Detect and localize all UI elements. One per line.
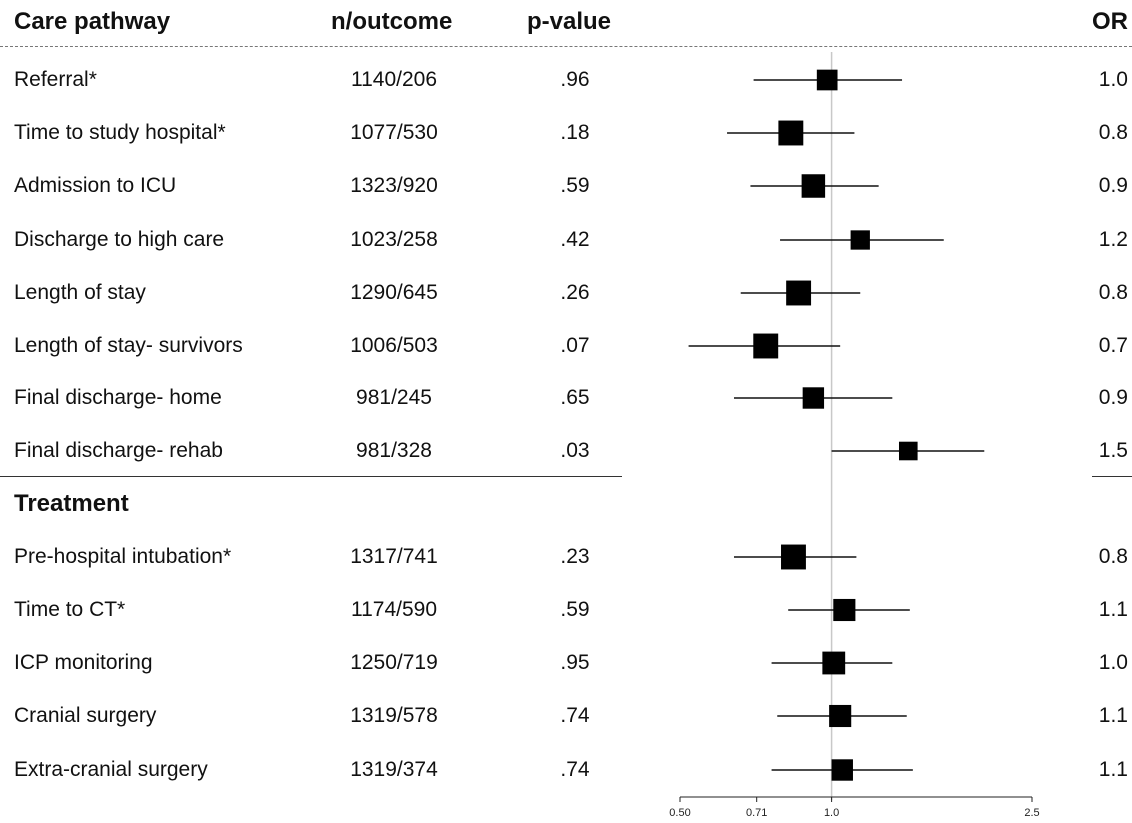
- point-estimate: [802, 387, 825, 409]
- table-row: Discharge to high care 1023/258 .42: [0, 220, 640, 260]
- point-estimate: [781, 544, 806, 570]
- point-estimate: [898, 441, 918, 461]
- point-estimate: [833, 598, 856, 622]
- row-label: Length of stay: [14, 281, 146, 304]
- header-care-pathway: Care pathway: [14, 8, 171, 35]
- row-or-value: 0.8: [1098, 121, 1128, 144]
- row-or-value: 0.9: [1098, 386, 1128, 409]
- row-n-outcome: 981/328: [356, 439, 432, 462]
- row-p-value: .95: [560, 651, 590, 674]
- row-label: Time to CT*: [14, 598, 126, 621]
- row-n-outcome: 1290/645: [350, 281, 438, 304]
- header-p-value: p-value: [527, 8, 612, 35]
- table-row: Time to CT* 1174/590 .59: [0, 590, 640, 630]
- row-label: Referral*: [14, 68, 97, 91]
- row-n-outcome: 1077/530: [350, 121, 438, 144]
- row-or-value: 1.1: [1098, 704, 1128, 727]
- row-or-value: 1.1: [1098, 758, 1128, 781]
- row-n-outcome: 1140/206: [350, 68, 438, 91]
- row-label: Pre-hospital intubation*: [14, 545, 232, 568]
- row-or-value: 1.0: [1098, 68, 1128, 91]
- row-n-outcome: 1319/578: [350, 704, 438, 727]
- row-n-outcome: 1023/258: [350, 228, 438, 251]
- point-estimate: [778, 120, 804, 146]
- row-or-value: 1.2: [1098, 228, 1128, 251]
- x-tick-label: 1.0: [824, 807, 839, 819]
- x-tick-label: 0.50: [669, 807, 690, 819]
- point-estimate: [801, 174, 826, 198]
- row-or-value: 0.7: [1098, 334, 1128, 357]
- x-tick-label: 0.71: [746, 807, 767, 819]
- row-n-outcome: 1174/590: [350, 598, 438, 621]
- row-p-value: .74: [560, 704, 590, 727]
- row-label: Length of stay- survivors: [14, 334, 243, 357]
- row-or-value: 0.9: [1098, 174, 1128, 197]
- table-row: Referral* 1140/206 .96: [0, 60, 640, 100]
- x-tick-label: 2.5: [1024, 807, 1039, 819]
- row-n-outcome: 981/245: [356, 386, 432, 409]
- row-p-value: .96: [560, 68, 590, 91]
- row-label: Cranial surgery: [14, 704, 157, 727]
- row-label: Admission to ICU: [14, 174, 177, 197]
- row-n-outcome: 1323/920: [350, 174, 438, 197]
- table-row: Admission to ICU 1323/920 .59: [0, 166, 640, 206]
- table-row: Final discharge- home 981/245 .65: [0, 378, 640, 418]
- table-row: Time to study hospital* 1077/530 .18: [0, 113, 640, 153]
- point-estimate: [816, 69, 838, 91]
- row-n-outcome: 1250/719: [350, 651, 438, 674]
- row-or-value: 1.5: [1098, 439, 1128, 462]
- row-p-value: .59: [560, 598, 590, 621]
- row-label: Discharge to high care: [14, 228, 225, 251]
- row-p-value: .65: [560, 386, 590, 409]
- table-row: Length of stay- survivors 1006/503 .07: [0, 326, 640, 366]
- row-n-outcome: 1006/503: [350, 334, 438, 357]
- table-row: Cranial surgery 1319/578 .74: [0, 696, 640, 736]
- point-estimate: [850, 230, 870, 250]
- table-row: Pre-hospital intubation* 1317/741 .23: [0, 537, 640, 577]
- row-or-value: 1.0: [1098, 651, 1128, 674]
- section-divider-left: [0, 476, 622, 477]
- row-label: Final discharge- rehab: [14, 439, 223, 462]
- row-or-value: 1.1: [1098, 598, 1128, 621]
- point-estimate: [831, 759, 853, 781]
- table-row: Final discharge- rehab 981/328 .03: [0, 431, 640, 471]
- row-label: Extra-cranial surgery: [14, 758, 208, 781]
- section-title-treatment: Treatment: [14, 490, 129, 517]
- point-estimate: [786, 280, 812, 306]
- row-n-outcome: 1317/741: [350, 545, 438, 568]
- row-p-value: .18: [560, 121, 590, 144]
- row-p-value: .74: [560, 758, 590, 781]
- row-n-outcome: 1319/374: [350, 758, 438, 781]
- row-p-value: .23: [560, 545, 590, 568]
- point-estimate: [829, 704, 852, 728]
- point-estimate: [753, 333, 779, 359]
- row-label: ICP monitoring: [14, 651, 153, 674]
- row-or-value: 0.8: [1098, 281, 1128, 304]
- row-or-value: 0.8: [1098, 545, 1128, 568]
- header-n-outcome: n/outcome: [331, 8, 453, 35]
- header-or: OR: [1092, 8, 1128, 35]
- section-divider-right: [1092, 476, 1132, 477]
- table-row: Extra-cranial surgery 1319/374 .74: [0, 750, 640, 790]
- row-p-value: .03: [560, 439, 590, 462]
- row-p-value: .59: [560, 174, 590, 197]
- row-p-value: .07: [560, 334, 590, 357]
- row-label: Final discharge- home: [14, 386, 222, 409]
- header-divider: [0, 46, 1132, 47]
- table-row: ICP monitoring 1250/719 .95: [0, 643, 640, 683]
- row-label: Time to study hospital*: [14, 121, 226, 144]
- row-p-value: .42: [560, 228, 590, 251]
- row-p-value: .26: [560, 281, 590, 304]
- point-estimate: [822, 651, 846, 675]
- table-row: Length of stay 1290/645 .26: [0, 273, 640, 313]
